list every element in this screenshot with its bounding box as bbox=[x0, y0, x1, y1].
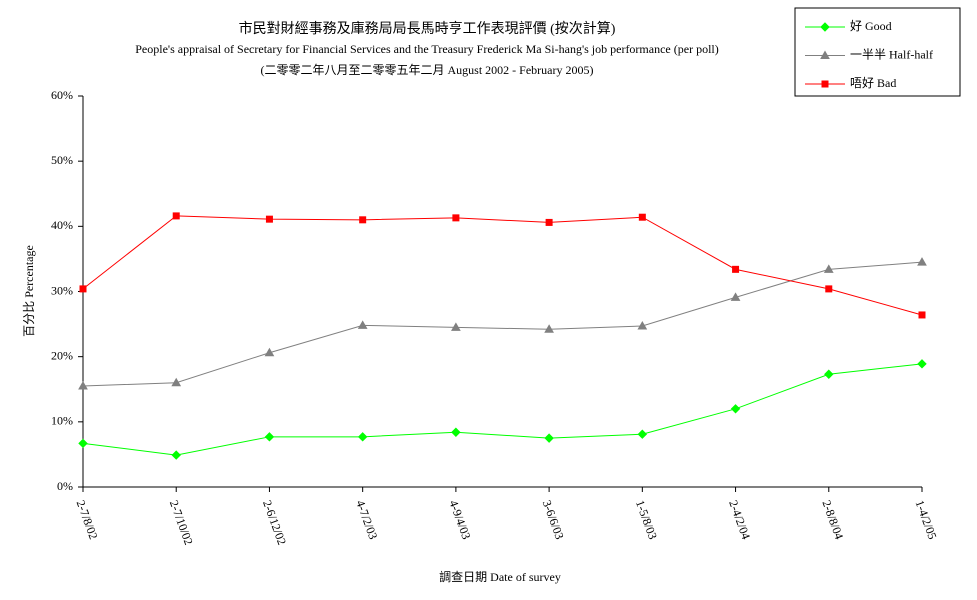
point bbox=[451, 322, 461, 331]
point bbox=[824, 369, 834, 379]
x-tick-label: 2-4/2/04 bbox=[726, 498, 753, 541]
point bbox=[79, 285, 87, 293]
point bbox=[545, 218, 553, 226]
x-tick-label: 4-7/2/03 bbox=[353, 498, 380, 541]
chart-subtitle: (二零零二年八月至二零零五年二月 August 2002 - February … bbox=[261, 63, 594, 77]
point bbox=[917, 257, 927, 266]
point bbox=[638, 213, 646, 221]
point bbox=[637, 321, 648, 330]
point bbox=[357, 432, 368, 442]
point bbox=[171, 450, 181, 460]
legend-label: 一半半 Half-half bbox=[850, 47, 933, 61]
y-tick-label: 50% bbox=[51, 153, 73, 167]
series-line bbox=[82, 363, 923, 456]
series-line bbox=[82, 215, 923, 316]
x-tick-label: 2-8/8/04 bbox=[819, 498, 846, 541]
point bbox=[357, 320, 368, 329]
legend-marker bbox=[820, 22, 830, 32]
point bbox=[78, 438, 88, 449]
point bbox=[172, 212, 180, 220]
point bbox=[171, 377, 182, 387]
x-tick-label: 2-7/8/02 bbox=[74, 498, 101, 541]
x-tick-label: 4-9/4/03 bbox=[446, 498, 473, 541]
x-tick-label: 2-7/10/02 bbox=[167, 498, 196, 547]
legend-label: 好 Good bbox=[850, 19, 892, 33]
point bbox=[451, 427, 461, 437]
point bbox=[730, 404, 741, 414]
y-axis-label: 百分比 Percentage bbox=[22, 245, 36, 337]
x-tick-label: 1-5/8/03 bbox=[633, 498, 660, 541]
point bbox=[78, 380, 88, 390]
y-tick-label: 0% bbox=[57, 479, 73, 493]
y-tick-label: 10% bbox=[51, 414, 73, 428]
point bbox=[359, 216, 367, 224]
point bbox=[730, 292, 741, 301]
legend-box bbox=[794, 7, 961, 97]
point bbox=[825, 285, 833, 293]
x-tick-label: 3-6/6/03 bbox=[540, 498, 567, 541]
point bbox=[917, 359, 927, 369]
point bbox=[823, 264, 834, 273]
y-tick-label: 60% bbox=[51, 88, 73, 102]
y-tick-label: 30% bbox=[51, 283, 73, 297]
legend-marker bbox=[820, 50, 830, 59]
point bbox=[544, 324, 554, 333]
x-tick-label: 2-6/12/02 bbox=[260, 498, 289, 547]
point bbox=[265, 215, 273, 223]
point bbox=[264, 347, 275, 357]
point bbox=[637, 429, 648, 439]
chart-subtitle: People's appraisal of Secretary for Fina… bbox=[135, 42, 718, 56]
point bbox=[264, 432, 275, 442]
x-tick-label: 1-4/2/05 bbox=[913, 498, 940, 541]
chart-title: 市民對財經事務及庫務局局長馬時亨工作表現評價 (按次計算) bbox=[239, 20, 616, 37]
point bbox=[732, 265, 740, 273]
y-tick-label: 40% bbox=[51, 218, 73, 232]
x-axis-label: 調查日期 Date of survey bbox=[439, 570, 561, 584]
series-line bbox=[82, 261, 923, 387]
y-tick-label: 20% bbox=[51, 348, 73, 362]
point bbox=[544, 433, 554, 443]
point bbox=[452, 214, 460, 222]
legend-marker bbox=[821, 80, 829, 88]
point bbox=[918, 311, 926, 319]
legend-label: 唔好 Bad bbox=[850, 76, 896, 90]
